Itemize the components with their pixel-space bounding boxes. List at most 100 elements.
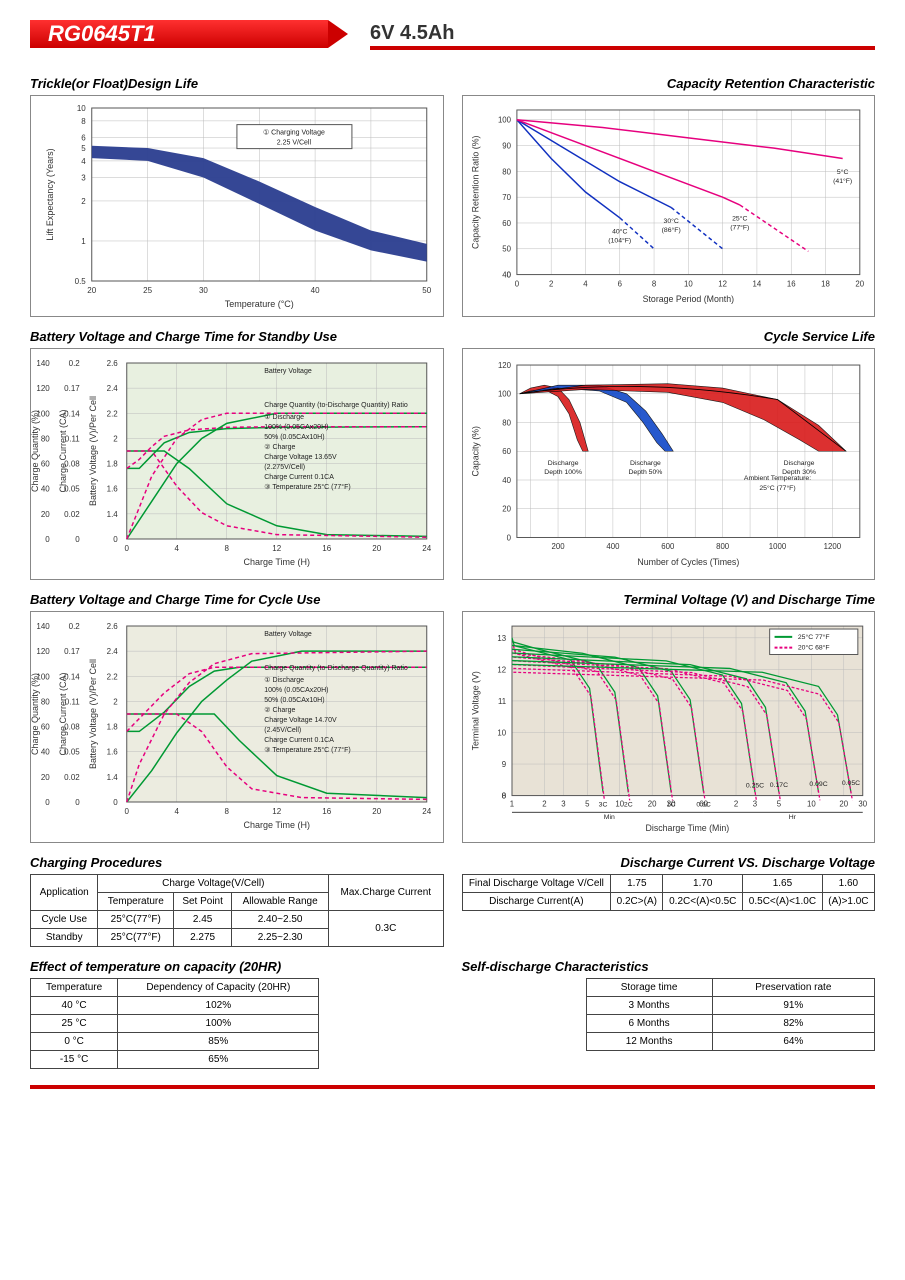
svg-text:30: 30 (858, 799, 867, 808)
chart-1-title: Trickle(or Float)Design Life (30, 76, 444, 91)
svg-text:10: 10 (77, 104, 86, 113)
svg-text:(2.45V/Cell): (2.45V/Cell) (264, 727, 301, 734)
svg-text:3C: 3C (598, 801, 607, 808)
svg-text:0: 0 (506, 533, 511, 542)
svg-text:25°C (77°F): 25°C (77°F) (759, 484, 795, 492)
chart-2: Capacity Retention Characteristic 024681… (462, 76, 876, 317)
svg-text:80: 80 (502, 167, 511, 176)
svg-text:12: 12 (272, 807, 281, 816)
svg-text:2.6: 2.6 (107, 622, 119, 631)
svg-text:Depth 100%: Depth 100% (544, 469, 582, 476)
svg-text:100% (0.05CAx20H): 100% (0.05CAx20H) (264, 424, 328, 431)
svg-text:25: 25 (143, 286, 152, 295)
svg-text:1.4: 1.4 (107, 510, 119, 519)
svg-text:70: 70 (502, 193, 511, 202)
svg-text:13: 13 (497, 634, 506, 643)
svg-text:12: 12 (718, 279, 727, 288)
svg-text:20: 20 (502, 505, 511, 514)
svg-text:Terminal Voltage (V): Terminal Voltage (V) (470, 671, 480, 750)
svg-text:80: 80 (41, 697, 50, 706)
svg-text:0: 0 (75, 535, 80, 544)
svg-text:6: 6 (81, 133, 86, 142)
svg-text:120: 120 (36, 647, 50, 656)
svg-text:50% (0.05CAx10H): 50% (0.05CAx10H) (264, 697, 324, 704)
svg-text:Charge Quantity (%): Charge Quantity (%) (31, 410, 40, 492)
svg-text:16: 16 (322, 544, 331, 553)
svg-text:12: 12 (497, 665, 506, 674)
header: RG0645T1 6V 4.5Ah (30, 20, 875, 58)
svg-text:60: 60 (41, 723, 50, 732)
svg-text:6: 6 (617, 279, 622, 288)
table-temp-title: Effect of temperature on capacity (20HR) (30, 959, 444, 974)
spec-label: 6V 4.5Ah (370, 22, 454, 45)
svg-text:60: 60 (502, 219, 511, 228)
svg-text:100% (0.05CAx20H): 100% (0.05CAx20H) (264, 687, 328, 694)
svg-text:Charge Voltage 13.65V: Charge Voltage 13.65V (264, 454, 337, 461)
svg-text:Capacity Retention Ratio (%): Capacity Retention Ratio (%) (470, 135, 480, 249)
footer-bar (30, 1085, 875, 1089)
svg-text:① Charging Voltage: ① Charging Voltage (263, 129, 325, 137)
svg-text:10: 10 (683, 279, 692, 288)
svg-text:20: 20 (372, 807, 381, 816)
svg-text:25°C 77°F: 25°C 77°F (797, 633, 829, 641)
svg-text:0: 0 (45, 798, 50, 807)
svg-text:1.6: 1.6 (107, 748, 119, 757)
svg-text:② Charge: ② Charge (264, 706, 295, 714)
svg-text:14: 14 (752, 279, 761, 288)
svg-text:1: 1 (81, 237, 86, 246)
svg-text:2.2: 2.2 (107, 409, 119, 418)
svg-text:1: 1 (509, 799, 513, 808)
svg-text:4: 4 (583, 279, 588, 288)
svg-text:0.17: 0.17 (64, 647, 80, 656)
svg-text:2.4: 2.4 (107, 384, 119, 393)
svg-text:20: 20 (839, 799, 848, 808)
svg-text:60: 60 (41, 460, 50, 469)
svg-text:2: 2 (548, 279, 552, 288)
svg-text:③ Temperature 25°C (77°F): ③ Temperature 25°C (77°F) (264, 746, 350, 754)
model-label: RG0645T1 (30, 20, 328, 48)
svg-text:40: 40 (502, 476, 511, 485)
svg-text:2.6: 2.6 (107, 359, 119, 368)
svg-text:2: 2 (81, 197, 86, 206)
svg-text:③ Temperature 25°C (77°F): ③ Temperature 25°C (77°F) (264, 483, 350, 491)
svg-text:1.8: 1.8 (107, 723, 119, 732)
svg-text:40: 40 (41, 485, 50, 494)
svg-text:40: 40 (311, 286, 320, 295)
svg-text:0.02: 0.02 (64, 510, 80, 519)
svg-text:(86°F): (86°F) (661, 226, 680, 234)
svg-text:600: 600 (661, 542, 675, 551)
svg-text:20: 20 (87, 286, 96, 295)
svg-text:18: 18 (821, 279, 830, 288)
svg-text:16: 16 (786, 279, 795, 288)
svg-text:Ambient Temperature:: Ambient Temperature: (743, 475, 810, 482)
svg-text:0.2: 0.2 (69, 359, 81, 368)
svg-text:0: 0 (514, 279, 519, 288)
svg-text:0.17: 0.17 (64, 384, 80, 393)
chart-6: Terminal Voltage (V) and Discharge Time … (462, 592, 876, 843)
svg-text:20: 20 (647, 799, 656, 808)
svg-text:120: 120 (36, 384, 50, 393)
svg-text:20: 20 (41, 510, 50, 519)
svg-text:0.05C: 0.05C (841, 780, 859, 787)
svg-text:1.6: 1.6 (107, 485, 119, 494)
svg-text:Battery Voltage: Battery Voltage (264, 368, 312, 375)
chart-1: Trickle(or Float)Design Life 20253040500… (30, 76, 444, 317)
svg-text:25°C: 25°C (732, 215, 747, 223)
svg-text:Discharge: Discharge (630, 460, 661, 467)
svg-text:Charge Current 0.1CA: Charge Current 0.1CA (264, 737, 334, 744)
svg-text:2C: 2C (623, 801, 632, 808)
svg-text:200: 200 (551, 542, 565, 551)
svg-text:1.4: 1.4 (107, 773, 119, 782)
svg-text:Discharge: Discharge (547, 460, 578, 467)
svg-text:Lift Expectancy (Years): Lift Expectancy (Years) (45, 148, 55, 240)
svg-text:Charge Quantity (%): Charge Quantity (%) (31, 673, 40, 755)
svg-text:2: 2 (113, 434, 118, 443)
svg-text:Charge Voltage 14.70V: Charge Voltage 14.70V (264, 717, 337, 724)
svg-text:0: 0 (45, 535, 50, 544)
svg-text:Battery Voltage (V)/Per Cell: Battery Voltage (V)/Per Cell (88, 396, 98, 506)
svg-text:(41°F): (41°F) (833, 177, 852, 185)
svg-text:20: 20 (41, 773, 50, 782)
svg-text:400: 400 (606, 542, 620, 551)
svg-text:Charge Current (CA): Charge Current (CA) (58, 409, 68, 492)
svg-text:140: 140 (36, 622, 50, 631)
